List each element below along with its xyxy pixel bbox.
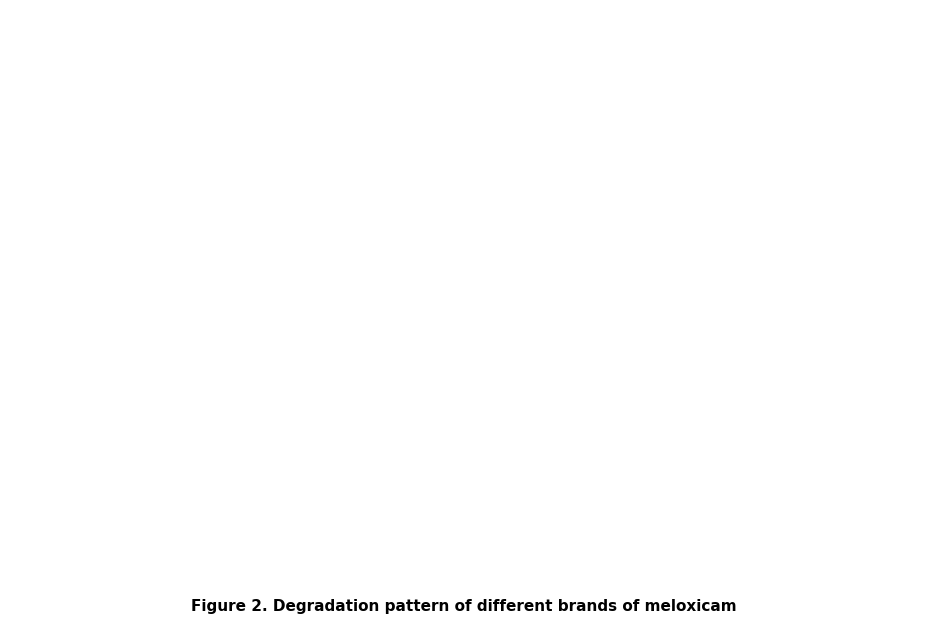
Bar xyxy=(387,221,429,498)
Text: Figure 2. Degradation pattern of different brands of meloxicam: Figure 2. Degradation pattern of differe… xyxy=(191,598,736,614)
Legend: acid, base, UV: acid, base, UV xyxy=(797,91,889,163)
X-axis label: brands of meloxicam: brands of meloxicam xyxy=(311,533,505,551)
Bar xyxy=(620,166,663,498)
Bar xyxy=(429,152,471,498)
Bar xyxy=(196,233,237,498)
Y-axis label: percentage degradation: percentage degradation xyxy=(33,177,51,404)
Bar xyxy=(153,445,196,498)
Bar xyxy=(578,117,620,498)
FancyBboxPatch shape xyxy=(2,3,925,597)
Bar xyxy=(237,173,280,498)
Bar xyxy=(536,382,578,498)
Bar xyxy=(345,373,387,498)
